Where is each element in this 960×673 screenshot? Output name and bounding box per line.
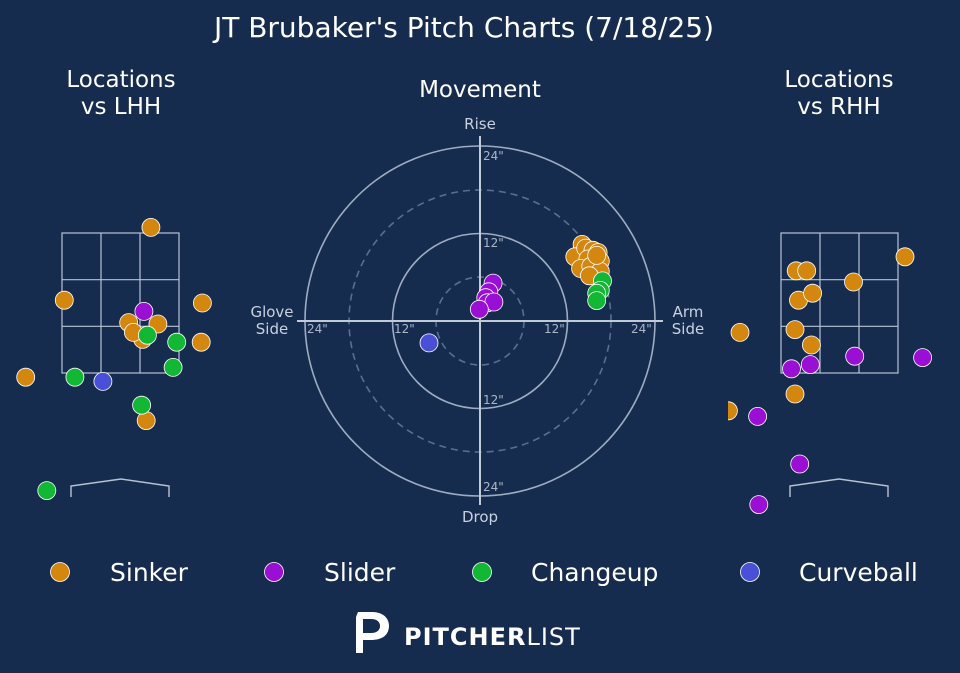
lhh-strike-zone <box>61 232 180 374</box>
lhh-sinker-point-0 <box>141 217 161 237</box>
rise-label: Rise <box>464 115 496 133</box>
rhh-slider-point-0 <box>845 346 865 366</box>
lhh-sinker-point-4 <box>192 293 212 313</box>
ring-label-12-top: 12" <box>483 236 504 250</box>
rhh-sinker-point-5 <box>803 283 822 303</box>
movement-curveball-point-0 <box>419 333 439 353</box>
rhh-sinker-point-10 <box>728 401 738 421</box>
brand-thin: LIST <box>526 623 580 651</box>
arm-side-label-line1: Arm <box>673 303 704 321</box>
arm-side-label-line2: Side <box>672 320 704 338</box>
rhh-points-layer <box>728 247 932 515</box>
ring-label-24-top: 24" <box>483 149 504 163</box>
lhh-sinker-point-7 <box>191 332 211 352</box>
movement-sinker-point-11 <box>587 245 607 265</box>
ring-label-24-bottom: 24" <box>483 480 504 494</box>
rhh-sinker-point-6 <box>730 322 750 342</box>
rhh-sinker-point-3 <box>844 272 863 292</box>
movement-panel-title: Movement <box>419 77 541 103</box>
lhh-curveball-point-0 <box>93 371 113 391</box>
lhh-changeup-point-2 <box>163 357 183 377</box>
legend-marker-curveball <box>740 562 760 582</box>
lhh-changeup-point-3 <box>65 367 85 387</box>
ring-label-12-bottom: 12" <box>483 393 504 407</box>
movement-points-layer <box>419 234 612 353</box>
rhh-panel-title-line2: vs RHH <box>797 94 880 120</box>
rhh-slider-point-4 <box>748 406 767 426</box>
rhh-sinker-point-9 <box>785 384 805 404</box>
lhh-panel-title-line1: Locations <box>66 67 175 93</box>
lhh-points-layer <box>16 217 212 501</box>
rhh-slider-point-5 <box>790 454 810 474</box>
movement-changeup-point-3 <box>587 291 607 311</box>
rhh-home-plate <box>789 478 889 497</box>
lhh-changeup-point-5 <box>37 481 57 501</box>
rhh-slider-point-3 <box>782 359 801 379</box>
legend-marker-changeup <box>472 562 492 582</box>
ring-label-24-left: 24" <box>307 322 328 336</box>
legend-label-slider: Slider <box>324 558 396 587</box>
lhh-home-plate <box>70 478 170 497</box>
lhh-changeup-point-1 <box>167 332 187 352</box>
drop-label: Drop <box>462 508 498 526</box>
lhh-sinker-point-8 <box>16 367 36 387</box>
rhh-slider-point-2 <box>800 355 820 375</box>
ring-label-12-left: 12" <box>394 322 415 336</box>
rhh-sinker-point-0 <box>895 247 915 267</box>
legend: Sinker Slider Changeup Curveball <box>50 558 918 587</box>
brand-bold: PITCHER <box>404 623 526 651</box>
glove-side-label-line2: Side <box>256 320 288 338</box>
rhh-sinker-point-7 <box>785 320 805 340</box>
ring-label-24-right: 24" <box>631 322 652 336</box>
lhh-slider-point-0 <box>134 301 154 321</box>
legend-label-changeup: Changeup <box>531 558 658 587</box>
legend-label-sinker: Sinker <box>110 558 189 587</box>
legend-label-curveball: Curveball <box>799 558 918 587</box>
rhh-sinker-point-8 <box>802 335 821 355</box>
rhh-panel-title-line1: Locations <box>784 67 893 93</box>
legend-marker-slider <box>264 562 284 582</box>
rhh-slider-point-6 <box>749 495 769 515</box>
glove-side-label-line1: Glove <box>250 303 293 321</box>
rhh-slider-point-1 <box>913 348 932 368</box>
lhh-sinker-point-1 <box>54 290 74 310</box>
ring-label-12-right: 12" <box>544 322 565 336</box>
lhh-changeup-point-4 <box>132 395 152 415</box>
lhh-changeup-point-0 <box>137 325 157 345</box>
rhh-sinker-point-2 <box>797 261 817 281</box>
legend-marker-sinker <box>50 562 70 582</box>
rhh-strike-zone <box>780 232 899 374</box>
movement-slider-point-5 <box>469 299 489 319</box>
chart-title: JT Brubaker's Pitch Charts (7/18/25) <box>212 11 714 44</box>
pitcherlist-logo-icon <box>356 612 389 653</box>
lhh-panel-title-line2: vs LHH <box>81 94 161 120</box>
brand-text: PITCHERLIST <box>404 623 581 651</box>
